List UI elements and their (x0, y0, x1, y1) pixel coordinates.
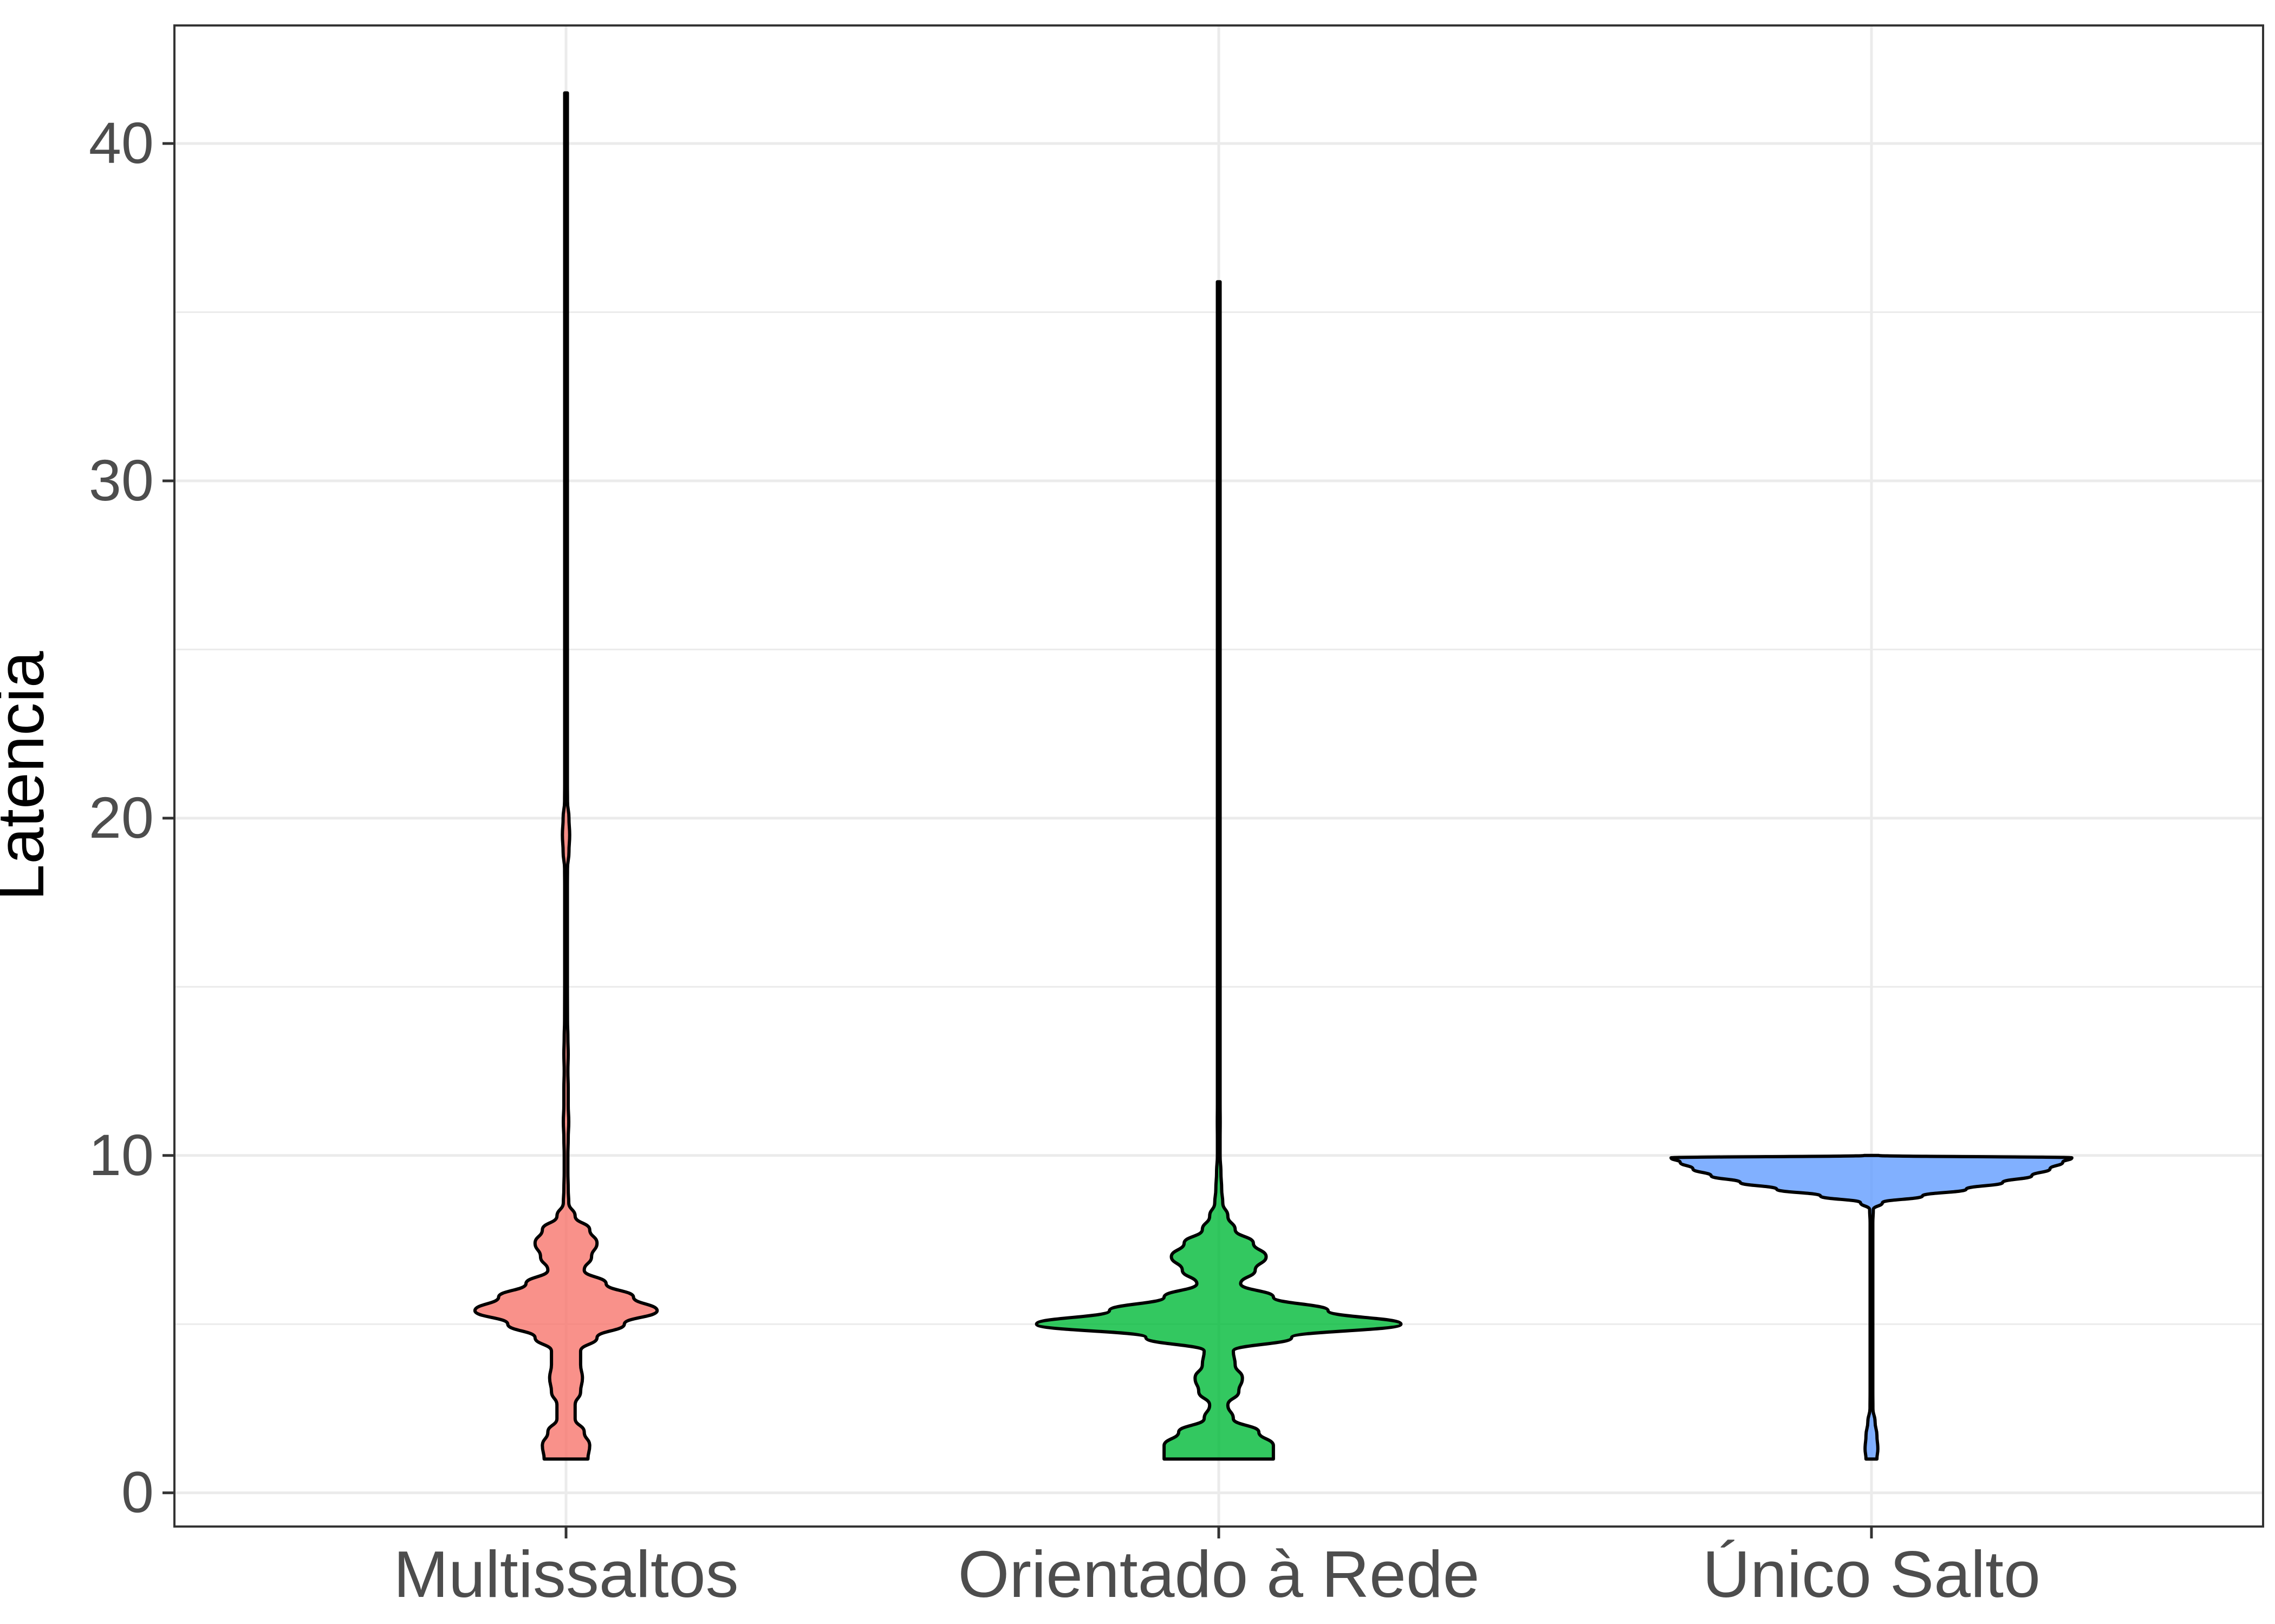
y-tick-label: 20 (89, 785, 154, 850)
violin-1 (473, 91, 659, 1461)
x-tick-label: Multissaltos (393, 1537, 738, 1611)
y-tick-label: 30 (89, 447, 154, 513)
violin-3 (1669, 1153, 2074, 1461)
y-tick-label: 40 (89, 110, 154, 175)
y-tick-label: 0 (121, 1459, 154, 1525)
y-axis-title: Latencia (0, 651, 57, 901)
violin-2 (1035, 280, 1403, 1461)
y-tick-label: 10 (89, 1122, 154, 1188)
y-axis: 0 10 20 30 40 (89, 110, 174, 1525)
x-axis: Multissaltos Orientado à Rede Único Salto (393, 1527, 2040, 1611)
violins (473, 91, 2074, 1461)
x-tick-label: Único Salto (1702, 1537, 2040, 1611)
x-tick-label: Orientado à Rede (958, 1537, 1479, 1611)
